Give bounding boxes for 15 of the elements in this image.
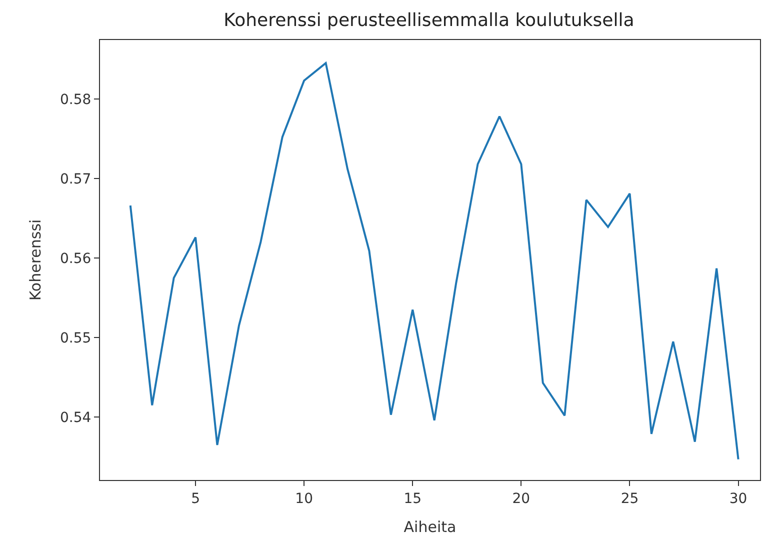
- y-tick-label: 0.57: [60, 171, 92, 188]
- x-tick-label: 30: [729, 490, 748, 507]
- x-tick-label: 15: [404, 490, 422, 507]
- y-tick-label: 0.55: [60, 330, 92, 346]
- x-tick-label: 25: [620, 490, 639, 507]
- chart-title: Koherenssi perusteellisemmalla koulutuksella: [224, 10, 634, 32]
- y-tick-label: 0.58: [60, 92, 92, 108]
- line-series: [129, 62, 740, 460]
- y-tick-label: 0.54: [60, 410, 92, 426]
- x-tick-label: 10: [295, 490, 313, 507]
- y-axis-title: Koherenssi: [26, 219, 44, 301]
- x-tick-label: 5: [191, 490, 200, 507]
- x-axis-title: Aiheita: [404, 518, 456, 536]
- x-tick-label: 20: [512, 490, 530, 507]
- y-tick-label: 0.56: [60, 250, 92, 267]
